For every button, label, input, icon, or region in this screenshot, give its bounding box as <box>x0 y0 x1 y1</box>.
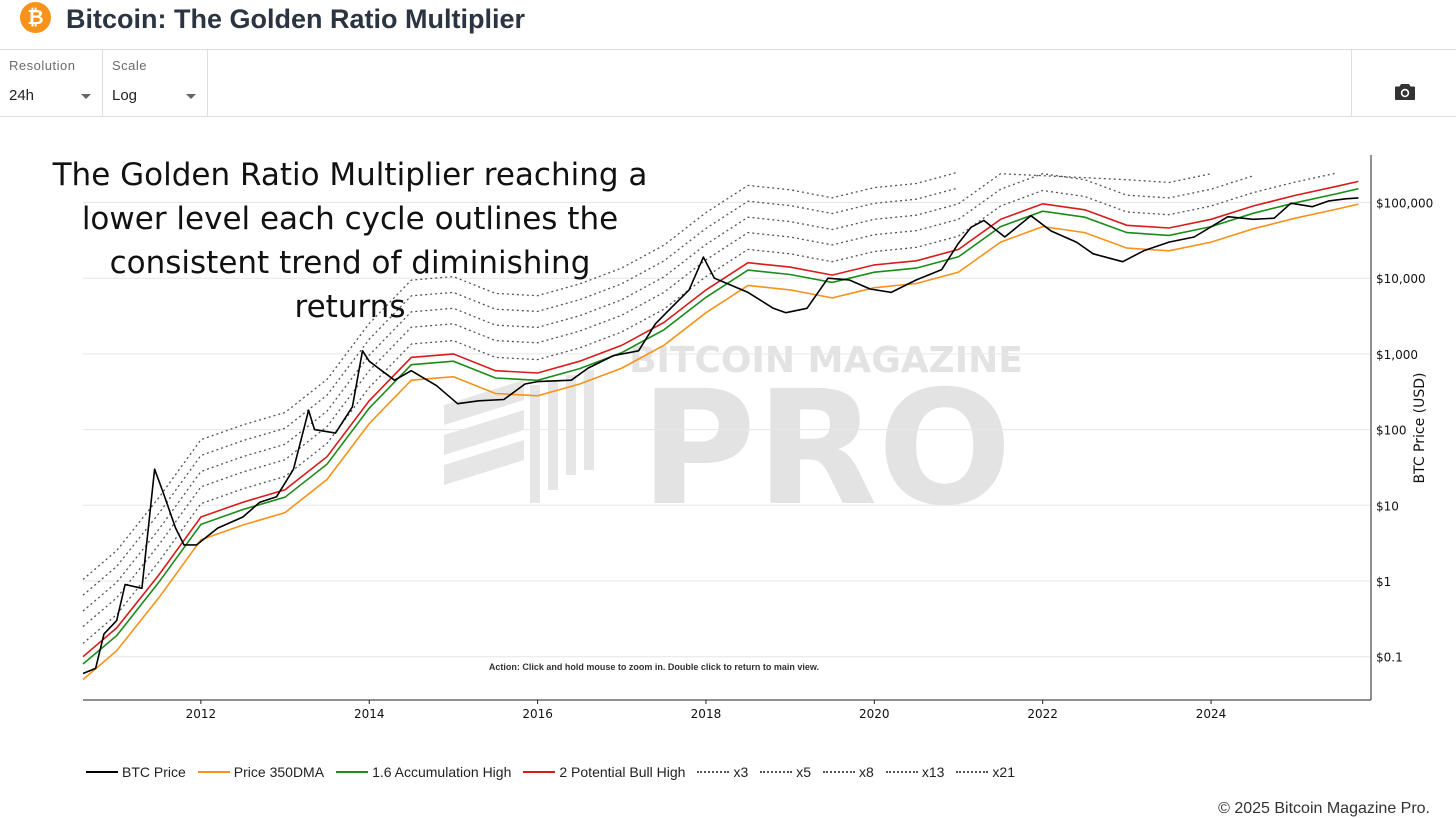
x-tick-label: 2024 <box>1196 707 1227 721</box>
legend-swatch <box>697 771 730 773</box>
series-line-350dma <box>82 203 1359 681</box>
legend-item-x8[interactable]: x8 <box>823 764 874 780</box>
legend-label: x21 <box>992 764 1015 780</box>
legend-item-x3[interactable]: x3 <box>697 764 748 780</box>
legend-swatch <box>956 771 989 773</box>
y-tick-label: $10 <box>1376 499 1399 513</box>
page-title: Bitcoin: The Golden Ratio Multiplier <box>66 4 525 34</box>
axes: $0.1 $1 $10 $100 $1,000 $10,000 $100,000 2012 20… <box>83 155 1433 721</box>
chevron-down-icon <box>81 94 91 99</box>
annotation-line: The Golden Ratio Multiplier reaching a <box>52 157 648 193</box>
scale-label: Scale <box>112 58 148 73</box>
series-line-x8 <box>82 173 1212 612</box>
legend-item-bull-high[interactable]: 2 Potential Bull High <box>523 764 685 780</box>
x-tick-label: 2016 <box>522 707 553 721</box>
y-tick-label: $1 <box>1376 575 1391 589</box>
resolution-label: Resolution <box>9 58 76 73</box>
controls-bar: Resolution 24h Scale Log <box>0 50 1456 117</box>
legend-item-x21[interactable]: x21 <box>956 764 1015 780</box>
x-tick-label: 2022 <box>1027 707 1058 721</box>
legend-swatch <box>523 771 556 773</box>
legend-swatch <box>197 771 230 773</box>
scale-value: Log <box>112 87 138 104</box>
annotation-text: The Golden Ratio Multiplier reaching a l… <box>50 153 650 329</box>
copyright-text: © 2025 Bitcoin Magazine Pro. <box>1218 800 1430 817</box>
series-layer <box>82 171 1359 681</box>
annotation-line: consistent trend of diminishing returns <box>109 245 591 325</box>
legend-swatch <box>760 771 793 773</box>
series-line-bull-high <box>82 180 1359 658</box>
legend-item-btc-price[interactable]: BTC Price <box>86 764 186 780</box>
x-tick-label: 2014 <box>354 707 385 721</box>
watermark-main-text: PRO <box>640 357 1012 541</box>
resolution-select[interactable]: Resolution 24h <box>0 50 103 116</box>
chart-legend: BTC Price Price 350DMA 1.6 Accumulation … <box>86 762 1027 782</box>
legend-swatch <box>823 771 856 773</box>
watermark-top-text: BITCOIN MAGAZINE <box>629 340 1023 381</box>
legend-label: x5 <box>796 764 812 780</box>
y-axis-label: BTC Price (USD) <box>1412 372 1428 483</box>
y-tick-label: $0.1 <box>1376 651 1403 665</box>
y-tick-label: $100 <box>1376 424 1407 438</box>
legend-label: x13 <box>921 764 945 780</box>
chart-area[interactable]: BITCOIN MAGAZINE PRO $0.1 $1 $10 $100 $1,000… <box>0 117 1456 757</box>
series-line-btc-price <box>82 197 1359 675</box>
x-tick-label: 2018 <box>691 707 722 721</box>
legend-item-x5[interactable]: x5 <box>760 764 811 780</box>
scale-select[interactable]: Scale Log <box>103 50 208 116</box>
legend-item-x13[interactable]: x13 <box>885 764 945 780</box>
y-tick-label: $10,000 <box>1376 272 1426 286</box>
x-tick-label: 2020 <box>859 707 890 721</box>
chart-action-hint: Action: Click and hold mouse to zoom in.… <box>489 662 819 672</box>
legend-label: 2 Potential Bull High <box>559 764 686 780</box>
y-tick-label: $100,000 <box>1376 197 1433 211</box>
legend-swatch <box>336 771 369 773</box>
watermark-logo-icon <box>444 370 594 503</box>
legend-label: Price 350DMA <box>233 764 325 780</box>
legend-label: 1.6 Accumulation High <box>372 764 512 780</box>
legend-label: x3 <box>733 764 749 780</box>
legend-label: x8 <box>859 764 874 780</box>
x-tick-label: 2012 <box>186 707 217 721</box>
legend-item-accumulation-high[interactable]: 1.6 Accumulation High <box>336 764 511 780</box>
annotation-line: lower level each cycle outlines the <box>81 201 619 237</box>
resolution-value: 24h <box>9 87 35 104</box>
series-line-x21 <box>82 171 959 580</box>
legend-item-350dma[interactable]: Price 350DMA <box>197 764 325 780</box>
series-line-x13 <box>82 187 959 596</box>
series-line-x5 <box>82 173 1254 628</box>
grid <box>83 202 1371 658</box>
legend-label: BTC Price <box>122 764 186 780</box>
page-header: ₿ Bitcoin: The Golden Ratio Multiplier <box>0 0 1456 50</box>
series-line-x3 <box>82 172 1338 644</box>
camera-icon <box>1395 84 1415 100</box>
legend-swatch <box>885 771 918 773</box>
legend-swatch <box>86 771 118 773</box>
chevron-down-icon <box>186 94 196 99</box>
y-tick-label: $1,000 <box>1376 348 1418 362</box>
screenshot-button[interactable] <box>1351 50 1456 116</box>
bitcoin-logo-icon: ₿ <box>20 2 51 33</box>
watermark: BITCOIN MAGAZINE PRO <box>444 340 1023 541</box>
